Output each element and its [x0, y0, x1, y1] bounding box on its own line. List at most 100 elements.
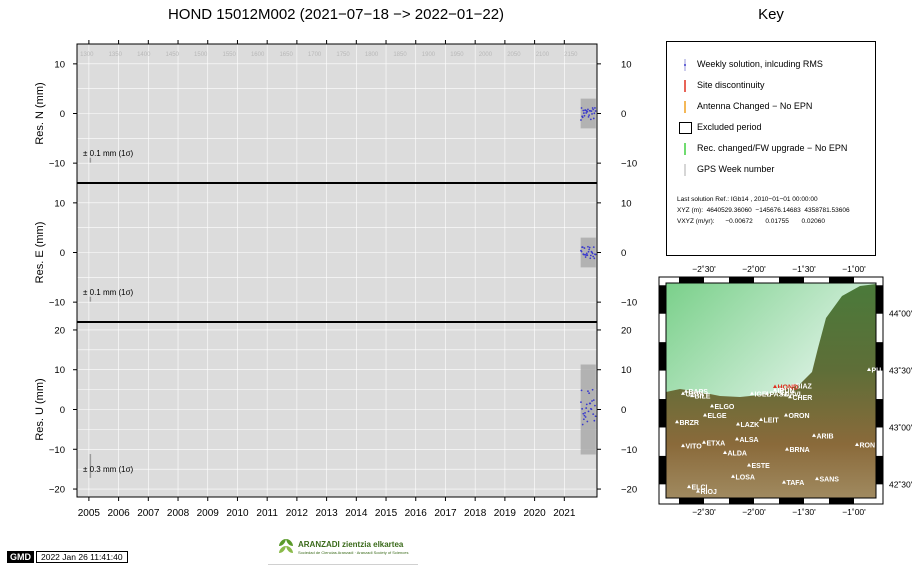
map-lon-label-bottom: −1˚00'	[842, 507, 866, 517]
station-marker	[702, 440, 706, 444]
data-point	[590, 408, 593, 411]
gps-week-label: 2000	[479, 52, 493, 58]
gps-week-label: 2150	[564, 52, 578, 58]
station-marker	[687, 484, 691, 489]
weekly-solution-icon	[684, 59, 686, 71]
station-map: −2˚30' −2˚30' −2˚00' −2˚00' −1˚30' −1˚30' −1˚0…	[658, 264, 913, 517]
data-point	[592, 246, 595, 249]
key-label-antenna: Antenna Changed − No EPN	[697, 101, 813, 111]
x-tick-label: 2016	[405, 508, 428, 519]
x-tick-label: 2018	[464, 508, 487, 519]
x-tick-label: 2021	[553, 508, 576, 519]
key-title: Key	[758, 6, 784, 23]
map-lon-label-top: −2˚00'	[742, 264, 766, 274]
station-label: RIOJ	[701, 489, 717, 496]
station-label: BRZR	[680, 420, 699, 427]
x-tick-label: 2007	[137, 508, 160, 519]
data-point	[588, 246, 591, 249]
data-point	[588, 114, 591, 117]
station-label: BAPS	[689, 389, 709, 396]
data-point	[589, 254, 592, 257]
gps-week-label: 2100	[536, 52, 550, 58]
data-point	[589, 118, 592, 121]
gps-week-icon	[684, 164, 686, 176]
map-frame-segment	[876, 342, 883, 371]
data-point	[586, 420, 589, 423]
y-tick-label-left: −10	[49, 159, 65, 170]
data-point	[590, 110, 593, 112]
leaf-icon	[279, 539, 293, 553]
data-point	[581, 407, 584, 410]
key-xyz: XYZ (m): 4640529.36060 −145676.14683 435…	[677, 207, 850, 214]
map-frame-segment	[659, 285, 666, 314]
gps-week-label: 1800	[365, 52, 379, 58]
data-point	[582, 109, 585, 112]
station-label: ELGE	[708, 413, 727, 420]
station-marker	[703, 412, 707, 417]
station-label: ELCI	[692, 485, 708, 492]
land-area	[666, 284, 876, 498]
data-point	[580, 401, 582, 404]
key-box: Weekly solution, inlcuding RMS Site disc…	[666, 41, 876, 256]
data-point	[588, 392, 591, 395]
x-tick-label: 2012	[286, 508, 309, 519]
station-marker	[747, 463, 751, 467]
y-tick-label-left: 20	[54, 325, 65, 336]
key-label-discontinuity: Site discontinuity	[697, 80, 765, 90]
precision-label: ± 0.1 mm (1σ)	[83, 149, 134, 158]
station-marker	[867, 367, 871, 371]
y-tick-label-right: 0	[621, 405, 626, 416]
gmd-logo: GMD	[7, 551, 34, 563]
x-tick-label: 2017	[434, 508, 457, 519]
gps-week-label: 1600	[251, 52, 265, 58]
station-marker	[788, 394, 792, 399]
y-axis-label: Res. E (mm)	[34, 222, 46, 284]
page-title: HOND 15012M002 (2021−07−18 −> 2022−01−22…	[167, 6, 505, 23]
data-point	[584, 412, 586, 414]
station-marker	[690, 393, 694, 398]
x-tick-label: 2011	[256, 508, 278, 519]
y-tick-label-right: 0	[621, 248, 626, 259]
station-marker	[765, 391, 769, 395]
data-point	[587, 108, 589, 111]
data-point	[585, 252, 588, 255]
map-frame-segment	[829, 498, 854, 504]
precision-label: ± 0.3 mm (1σ)	[83, 465, 134, 474]
map-frame-segment	[659, 455, 666, 485]
excluded-period-icon	[679, 122, 692, 134]
map-frame-segment	[876, 455, 883, 485]
data-point	[585, 407, 588, 409]
panel-0: 1300 1350 1400 1450 1500 1550 1600 1650 1700 1750…	[34, 43, 637, 184]
map-inner-frame	[665, 282, 877, 499]
map-frame-segment	[659, 342, 666, 371]
map-lat-label: 43˚30'	[889, 366, 913, 376]
logo-divider	[268, 564, 418, 565]
station-marker	[791, 383, 795, 387]
data-point	[587, 410, 590, 413]
station-label: BILE	[695, 394, 711, 401]
data-point	[580, 250, 583, 253]
data-point	[594, 107, 596, 109]
map-frame-segment	[876, 285, 883, 314]
x-tick-label: 2014	[345, 508, 368, 519]
data-point	[592, 399, 595, 402]
y-axis-label: Res. U (mm)	[34, 378, 46, 440]
station-label: ARIB	[817, 433, 834, 440]
map-frame-segment	[659, 399, 666, 428]
station-marker	[782, 480, 786, 484]
data-point	[594, 404, 596, 407]
y-tick-label-right: 10	[621, 59, 632, 70]
map-frame-segment	[779, 498, 804, 504]
station-label: ORON	[789, 413, 810, 420]
y-tick-label-right: −10	[621, 298, 637, 309]
data-point	[593, 112, 596, 115]
data-point	[588, 248, 591, 251]
key-label-gps-week: GPS Week number	[697, 164, 775, 174]
x-tick-label: 2008	[167, 508, 190, 519]
station-marker	[815, 476, 819, 481]
data-point	[583, 114, 586, 117]
x-tick-label: 2005	[78, 508, 101, 519]
y-tick-label-right: 10	[621, 198, 632, 209]
station-label: PASA	[770, 391, 789, 398]
data-point	[591, 388, 594, 391]
